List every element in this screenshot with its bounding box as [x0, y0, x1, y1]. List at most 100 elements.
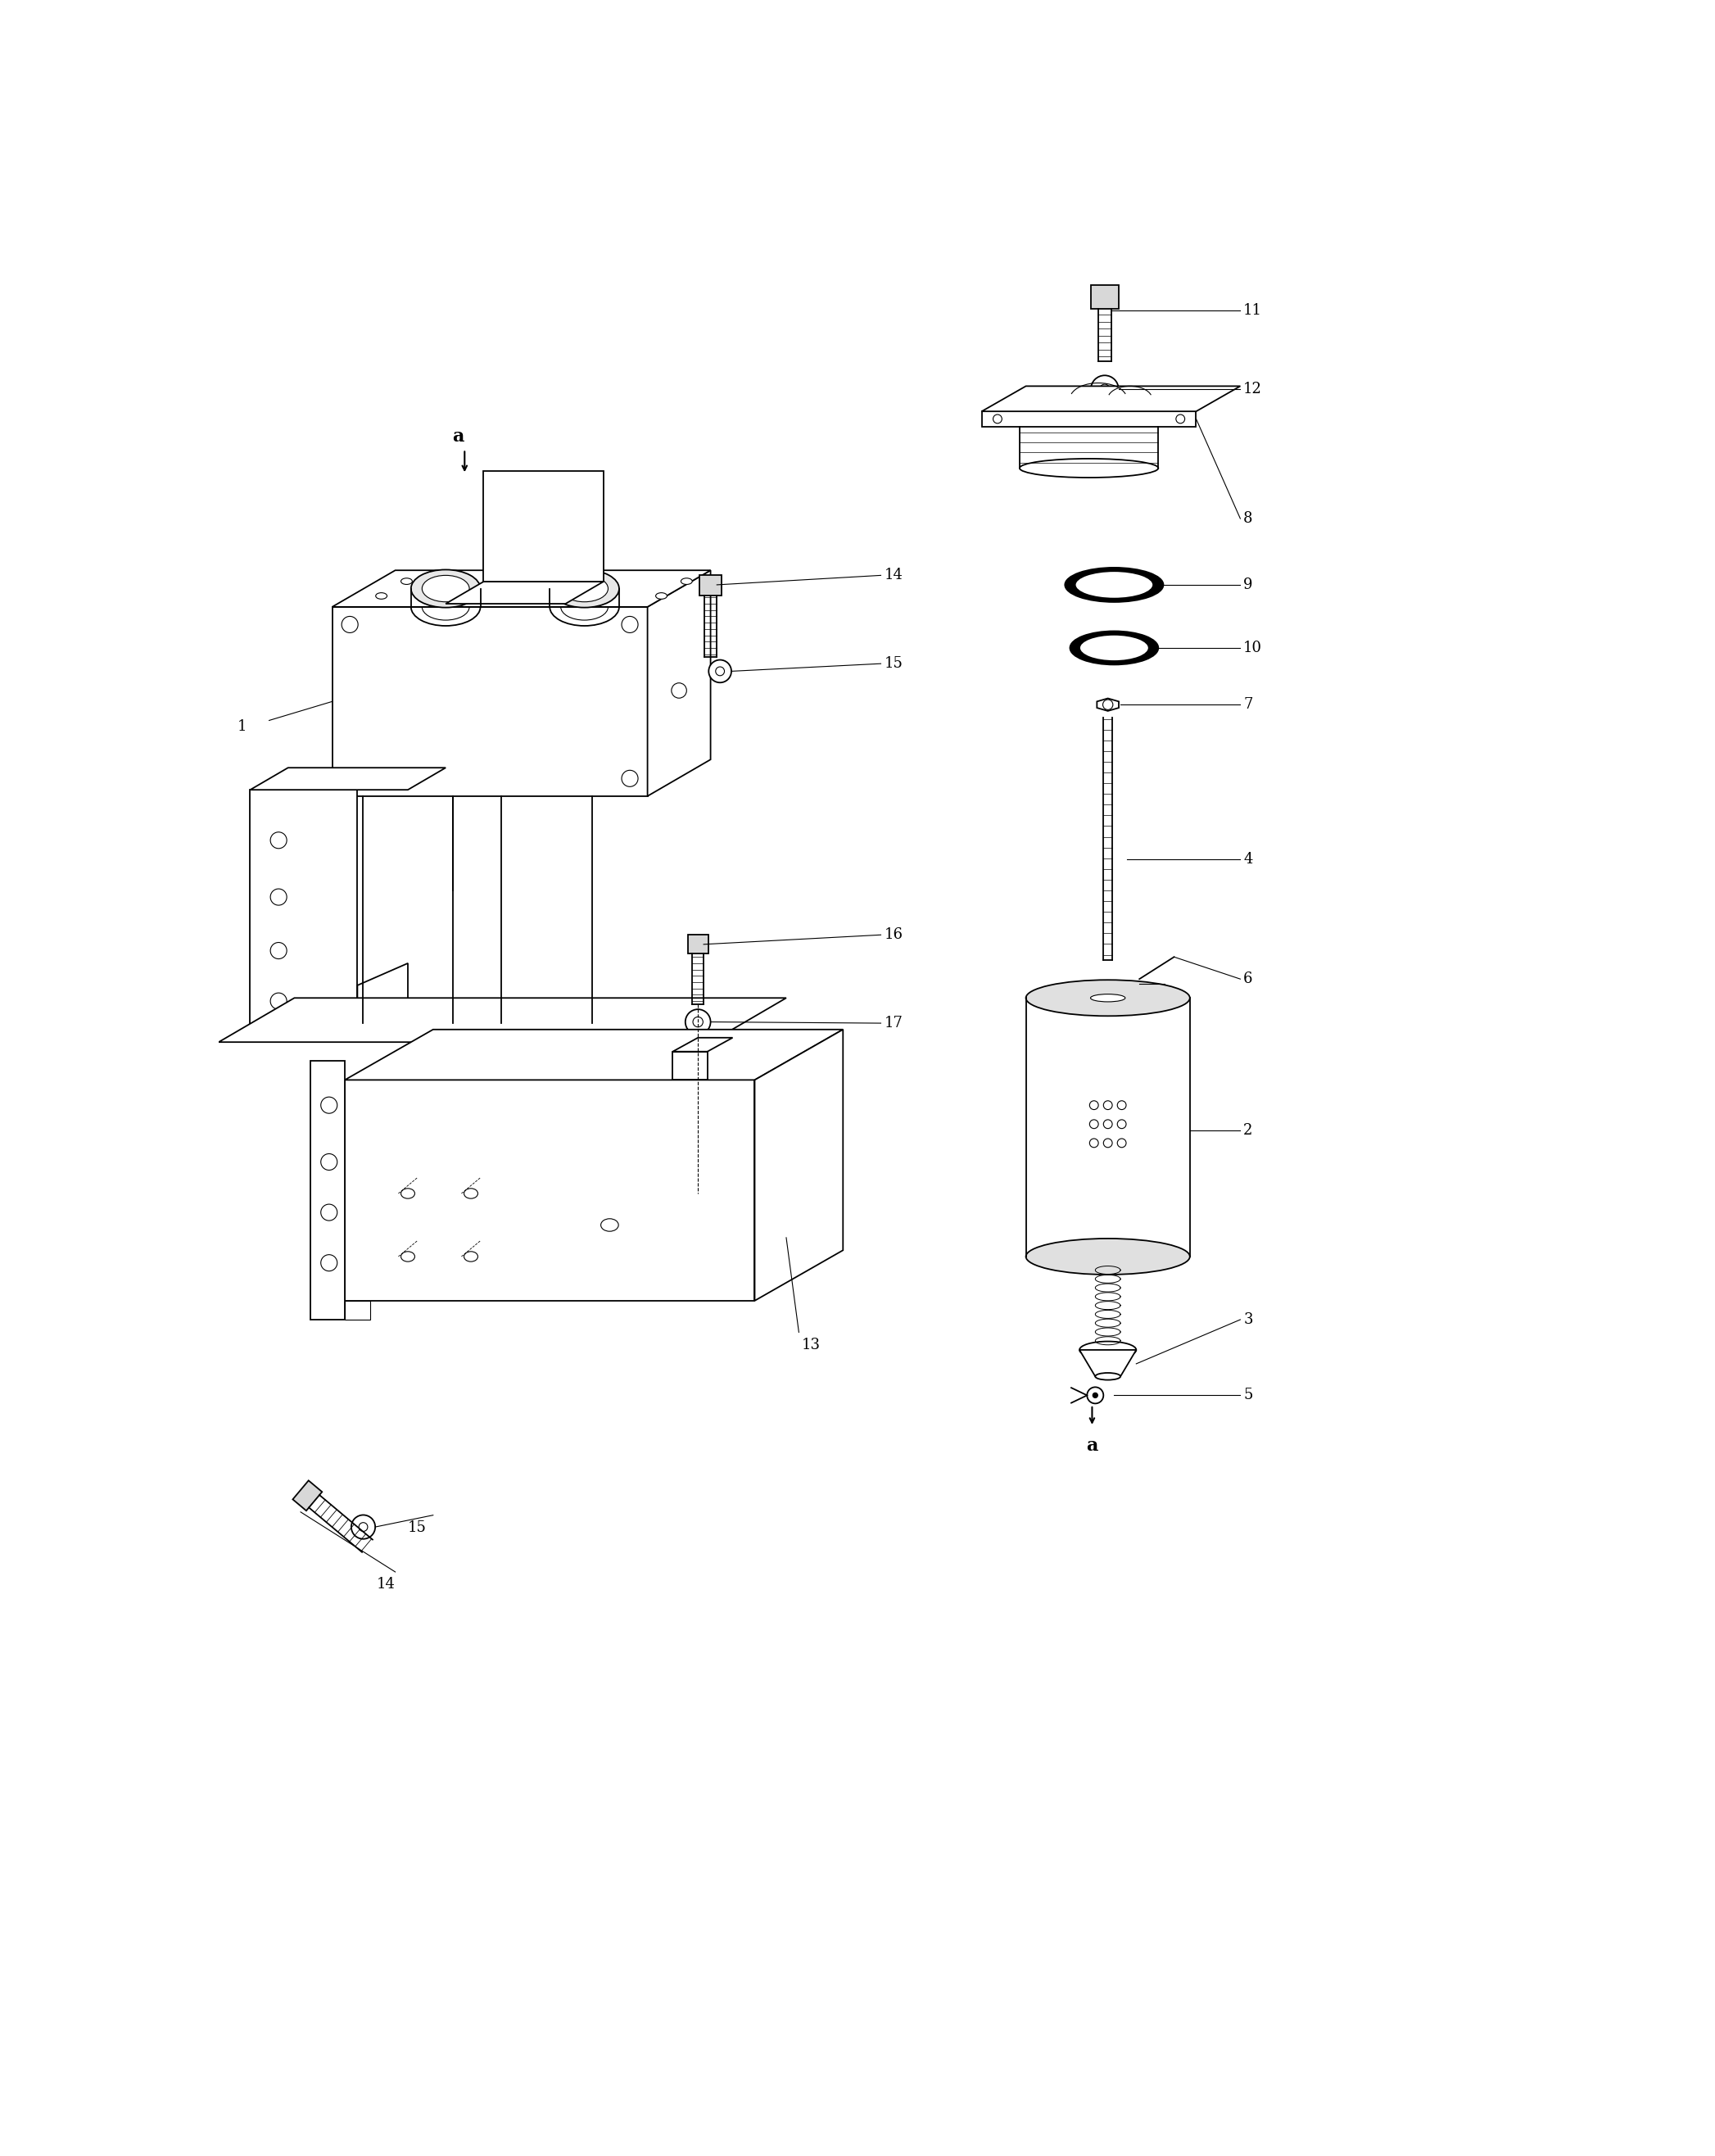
Text: 2: 2 [1243, 1123, 1252, 1138]
Circle shape [1116, 1138, 1127, 1147]
Polygon shape [981, 412, 1195, 427]
Ellipse shape [561, 576, 609, 602]
Circle shape [1116, 1102, 1127, 1110]
Polygon shape [345, 1031, 844, 1080]
Circle shape [341, 770, 358, 787]
Ellipse shape [655, 593, 667, 599]
Ellipse shape [551, 569, 619, 608]
Ellipse shape [401, 1188, 415, 1199]
Text: 14: 14 [883, 567, 902, 582]
Ellipse shape [401, 1250, 415, 1261]
Circle shape [271, 888, 286, 906]
Ellipse shape [1065, 567, 1163, 602]
Ellipse shape [422, 576, 470, 602]
Polygon shape [310, 1061, 345, 1319]
Circle shape [321, 1205, 338, 1220]
Circle shape [693, 1018, 703, 1026]
Circle shape [1116, 1119, 1127, 1128]
Text: 12: 12 [1243, 382, 1262, 397]
Text: 10: 10 [1243, 640, 1262, 655]
Polygon shape [345, 1080, 755, 1300]
Circle shape [672, 683, 686, 699]
FancyBboxPatch shape [1091, 285, 1118, 308]
Polygon shape [357, 964, 408, 1031]
Text: 14: 14 [376, 1578, 394, 1591]
Polygon shape [250, 768, 446, 789]
Circle shape [715, 666, 724, 675]
Circle shape [321, 1255, 338, 1272]
Ellipse shape [376, 593, 388, 599]
Polygon shape [333, 606, 648, 796]
Circle shape [1089, 1102, 1098, 1110]
Ellipse shape [1020, 459, 1158, 479]
Ellipse shape [401, 578, 412, 584]
Ellipse shape [1026, 1238, 1190, 1274]
Circle shape [321, 1097, 338, 1112]
Circle shape [993, 414, 1002, 423]
Polygon shape [981, 386, 1240, 412]
Text: 3: 3 [1243, 1313, 1254, 1326]
Polygon shape [1098, 699, 1118, 711]
Polygon shape [446, 582, 604, 604]
Circle shape [1089, 1119, 1098, 1128]
Circle shape [1103, 1119, 1113, 1128]
Text: 11: 11 [1243, 304, 1262, 317]
Ellipse shape [1096, 1373, 1120, 1380]
Circle shape [271, 994, 286, 1009]
Circle shape [1087, 1386, 1103, 1404]
Circle shape [358, 1522, 367, 1531]
FancyBboxPatch shape [700, 576, 722, 595]
Circle shape [1092, 1393, 1098, 1397]
Text: 7: 7 [1243, 696, 1252, 711]
Text: 17: 17 [883, 1015, 902, 1031]
Ellipse shape [1075, 571, 1152, 599]
Text: 15: 15 [408, 1520, 427, 1535]
Polygon shape [345, 1300, 370, 1319]
Circle shape [341, 617, 358, 632]
Circle shape [271, 942, 286, 959]
Text: a: a [1086, 1436, 1098, 1455]
Text: 9: 9 [1243, 578, 1254, 593]
Text: a: a [453, 427, 465, 446]
Polygon shape [672, 1052, 707, 1080]
Ellipse shape [501, 1013, 592, 1033]
Ellipse shape [1070, 632, 1158, 664]
Circle shape [1103, 1102, 1113, 1110]
Circle shape [352, 1516, 376, 1539]
Ellipse shape [465, 1188, 478, 1199]
Text: 13: 13 [803, 1337, 821, 1352]
Circle shape [686, 1009, 710, 1035]
Ellipse shape [681, 578, 693, 584]
Polygon shape [293, 1481, 322, 1511]
Circle shape [1103, 1138, 1113, 1147]
Circle shape [621, 770, 638, 787]
Text: 5: 5 [1243, 1388, 1252, 1404]
Ellipse shape [465, 1250, 478, 1261]
Ellipse shape [412, 569, 480, 608]
Circle shape [1103, 699, 1113, 709]
Ellipse shape [1091, 994, 1125, 1003]
Circle shape [1089, 1138, 1098, 1147]
Polygon shape [250, 789, 357, 1035]
Circle shape [1099, 384, 1110, 395]
Polygon shape [672, 1037, 732, 1052]
Ellipse shape [1026, 981, 1190, 1015]
Ellipse shape [1079, 634, 1149, 662]
Ellipse shape [362, 1013, 453, 1033]
Circle shape [621, 617, 638, 632]
Text: 4: 4 [1243, 852, 1252, 867]
Text: 6: 6 [1243, 972, 1254, 987]
Circle shape [1091, 375, 1118, 403]
Polygon shape [484, 472, 604, 582]
Polygon shape [648, 571, 710, 796]
FancyBboxPatch shape [688, 936, 708, 953]
Circle shape [271, 832, 286, 849]
Text: 16: 16 [883, 927, 902, 942]
Ellipse shape [1079, 1341, 1137, 1358]
Text: 1: 1 [238, 720, 247, 733]
Text: 8: 8 [1243, 511, 1254, 526]
Polygon shape [220, 998, 785, 1041]
Circle shape [708, 660, 731, 683]
Polygon shape [333, 571, 710, 606]
Ellipse shape [600, 1218, 619, 1231]
